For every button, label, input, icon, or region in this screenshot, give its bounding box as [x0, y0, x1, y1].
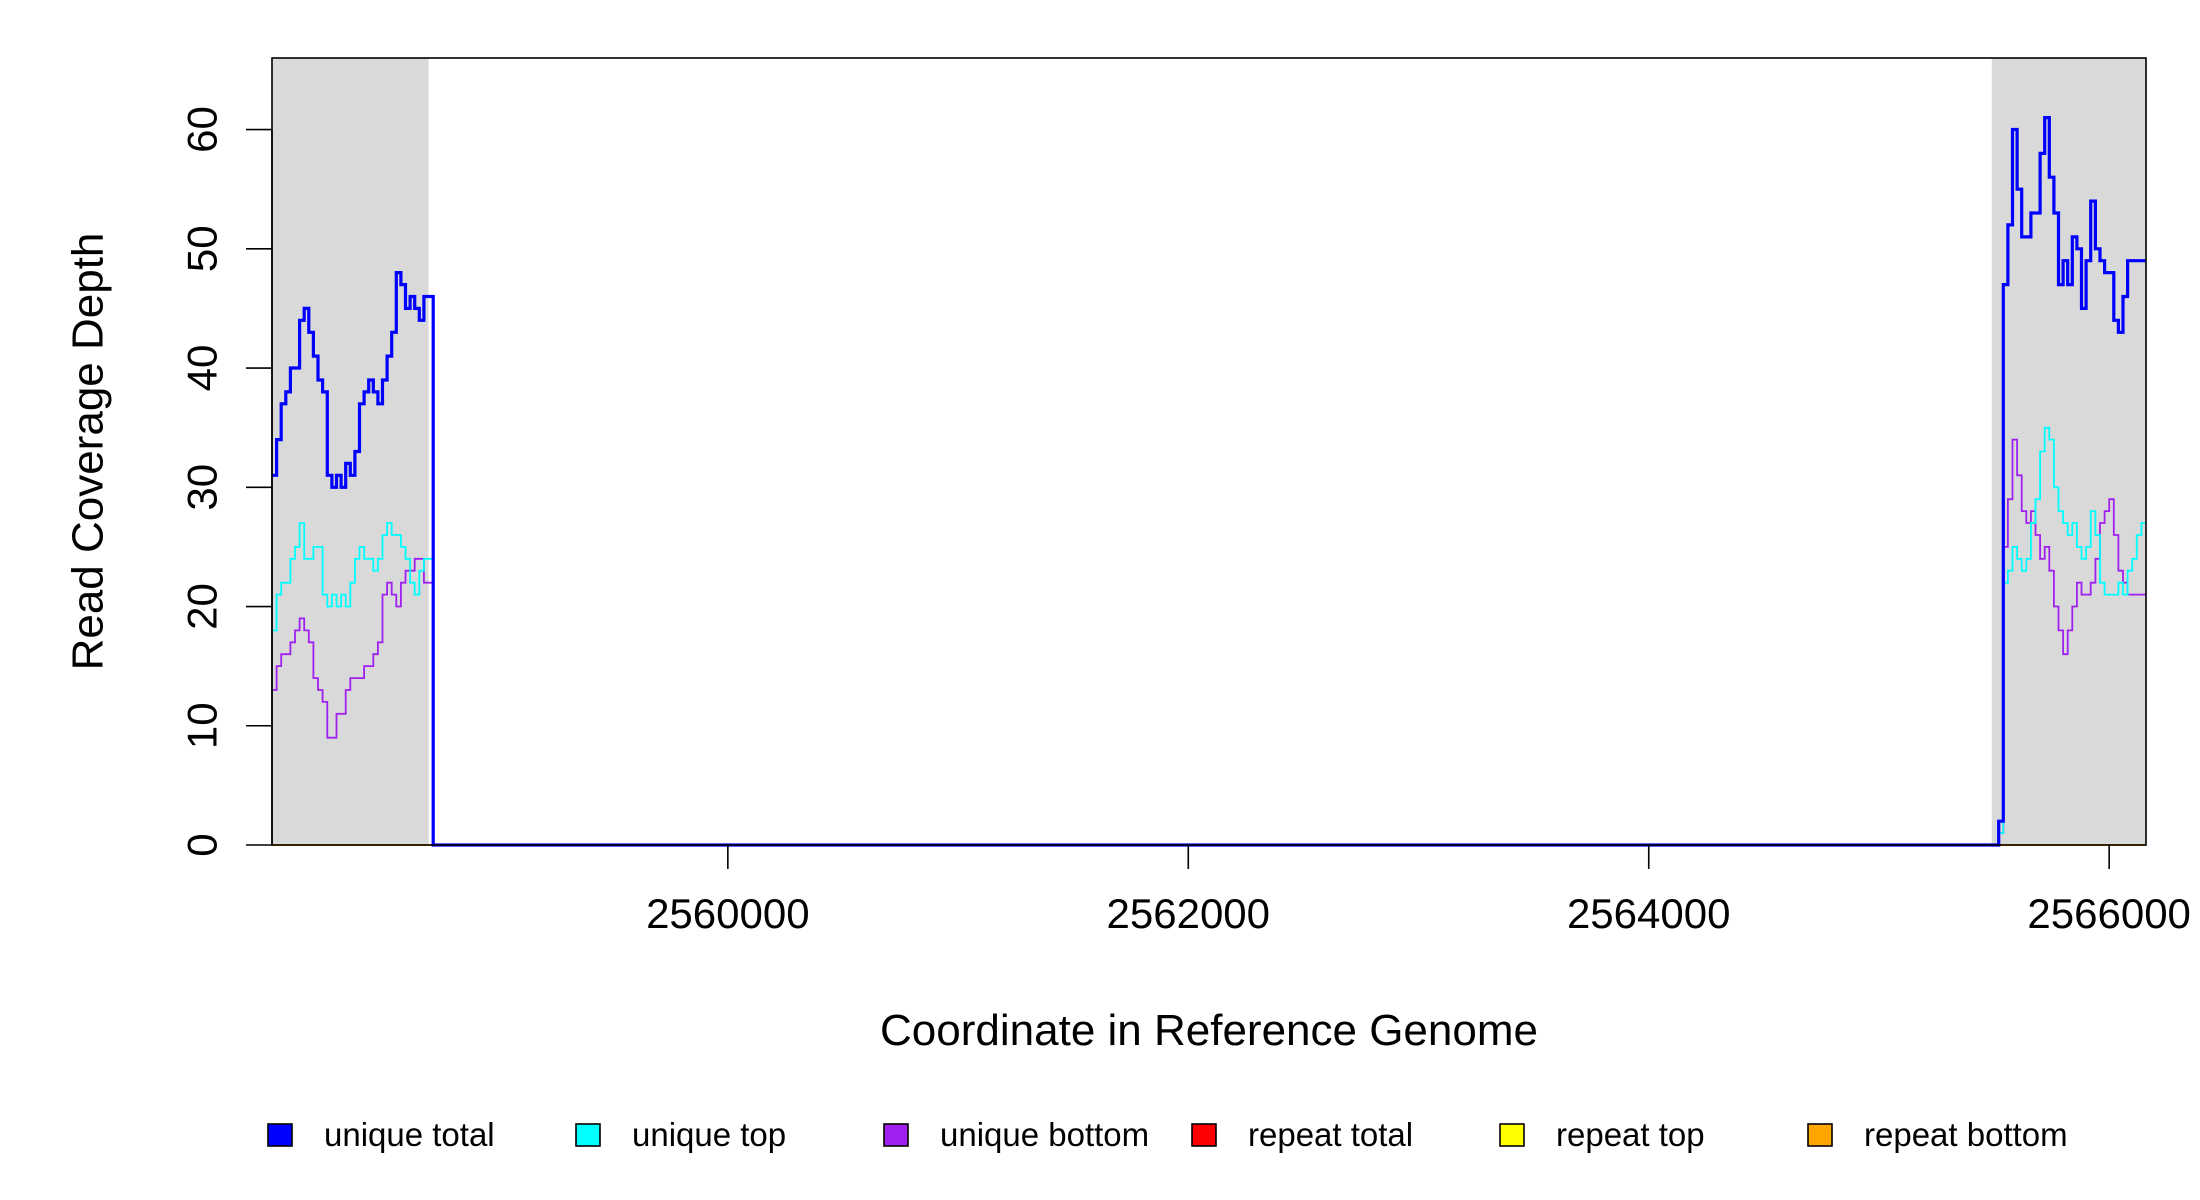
series-line-unique-total	[272, 116, 2146, 847]
legend-label: unique bottom	[940, 1116, 1149, 1153]
x-tick-label: 2564000	[1567, 890, 1731, 937]
legend-label: repeat top	[1556, 1116, 1705, 1153]
y-tick-label: 40	[179, 345, 226, 392]
legend-label: repeat total	[1248, 1116, 1413, 1153]
legend: unique total unique top unique bottom repea…	[267, 1116, 2068, 1153]
shaded-region-2	[1991, 58, 2146, 845]
x-axis-title: Coordinate in Reference Genome	[880, 1006, 1538, 1055]
y-tick-label: 30	[179, 464, 226, 511]
y-tick-label: 10	[179, 702, 226, 749]
legend-swatch-repeat-top	[1499, 1123, 1525, 1147]
shaded-region-1	[272, 58, 429, 845]
legend-swatch-repeat-bottom	[1807, 1123, 1833, 1147]
shaded-regions	[272, 58, 2146, 845]
x-axis: 2560000 2562000 2564000 2566000	[646, 845, 2191, 937]
series-line-unique-bottom	[272, 438, 2146, 846]
y-tick-label: 50	[179, 225, 226, 272]
legend-swatch-unique-bottom	[883, 1123, 909, 1147]
y-tick-label: 20	[179, 583, 226, 630]
legend-swatch-repeat-total	[1191, 1123, 1217, 1147]
x-tick-label: 2562000	[1107, 890, 1271, 937]
legend-label: unique total	[324, 1116, 495, 1153]
legend-swatch-unique-top	[575, 1123, 601, 1147]
legend-label: unique top	[632, 1116, 786, 1153]
x-tick-label: 2566000	[2027, 890, 2191, 937]
plot-frame	[271, 57, 2147, 846]
y-tick-label: 60	[179, 106, 226, 153]
y-tick-label: 0	[179, 833, 226, 856]
legend-label: repeat bottom	[1864, 1116, 2068, 1153]
series-lines	[272, 116, 2146, 847]
y-axis: 0 10 20 30 40 50 60	[179, 106, 273, 857]
series-line-unique-top	[272, 426, 2146, 846]
legend-swatch-unique-total	[267, 1123, 293, 1147]
x-tick-label: 2560000	[646, 890, 810, 937]
y-axis-title: Read Coverage Depth	[64, 233, 113, 671]
